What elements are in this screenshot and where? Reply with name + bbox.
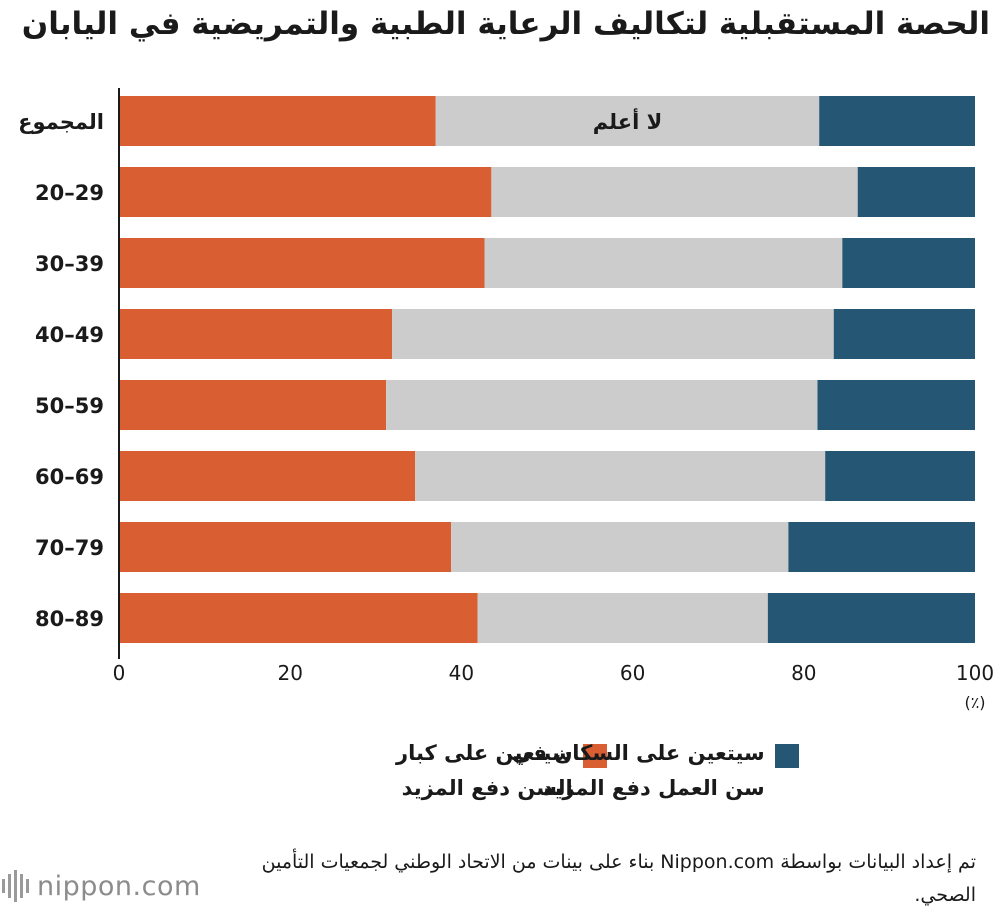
stacked-bar-chart: لا أعلم 0 20 40 60 80 100 (٪) المجموع 20–29 30–3… — [18, 88, 994, 712]
x-tick-label: 20 — [277, 661, 302, 685]
nippon-logo[interactable]: nippon.com — [2, 870, 201, 902]
bar-segment-0-row-3 — [119, 309, 393, 359]
x-tick-label: 40 — [449, 661, 474, 685]
bar-segment-1-row-2 — [484, 238, 843, 288]
category-label: 30–39 — [35, 252, 104, 276]
bar-segment-2-row-4 — [817, 380, 975, 430]
bar-segment-0-row-2 — [119, 238, 485, 288]
chart-title: الحصة المستقبلية لتكاليف الرعاية الطبية … — [21, 6, 990, 42]
bar-segment-1-row-7 — [477, 593, 768, 643]
x-tick-label: 80 — [791, 661, 816, 685]
x-tick-label: 60 — [620, 661, 645, 685]
bar-segment-1-row-4 — [386, 380, 818, 430]
legend-swatch-working-age — [774, 744, 799, 768]
inline-series-label: لا أعلم — [593, 107, 663, 134]
bar-segment-2-row-7 — [767, 593, 975, 643]
bar-segment-0-row-6 — [119, 522, 452, 572]
legend-item-working-age: سيتعين على السكان في سن العمل دفع المزيد — [512, 736, 799, 806]
bar-segment-2-row-3 — [833, 309, 975, 359]
category-label: 70–79 — [35, 536, 104, 560]
logo-bars-icon — [2, 870, 29, 902]
x-tick-label: 100 — [956, 661, 994, 685]
legend-label-working-age: سيتعين على السكان في سن العمل دفع المزيد — [512, 741, 765, 800]
category-label: 40–49 — [35, 323, 104, 347]
bar-segment-0-row-7 — [119, 593, 478, 643]
bar-segment-2-row-0 — [819, 96, 975, 146]
category-labels: المجموع 20–29 30–39 40–49 50–59 60–69 70–79 80–… — [18, 110, 104, 631]
logo-text: nippon.com — [37, 870, 201, 902]
bar-segment-1-row-5 — [415, 451, 826, 501]
category-label: المجموع — [18, 110, 104, 134]
category-label: 50–59 — [35, 394, 104, 418]
legend-label-elderly: سيتعين على كبار السن دفع المزيد — [396, 741, 573, 800]
source-note: تم إعداد البيانات بواسطة Nippon.com بناء… — [261, 851, 976, 906]
bar-segment-1-row-0 — [435, 96, 820, 146]
bar-segment-1-row-3 — [392, 309, 834, 359]
legend-swatch-elderly — [582, 744, 607, 768]
category-label: 80–89 — [35, 607, 104, 631]
bar-segment-1-row-6 — [451, 522, 789, 572]
bar-segment-0-row-0 — [119, 96, 436, 146]
x-axis: 0 20 40 60 80 100 (٪) — [113, 88, 994, 712]
category-label: 60–69 — [35, 465, 104, 489]
bar-segment-2-row-1 — [857, 167, 975, 217]
bar-segment-2-row-2 — [842, 238, 975, 288]
bars-layer: لا أعلم — [119, 96, 975, 643]
bar-segment-1-row-1 — [491, 167, 858, 217]
category-label: 20–29 — [35, 181, 104, 205]
x-tick-label: 0 — [113, 661, 126, 685]
unit-label: (٪) — [964, 693, 985, 712]
legend-item-elderly: سيتعين على كبار السن دفع المزيد — [396, 736, 607, 806]
bar-segment-0-row-5 — [119, 451, 416, 501]
bar-segment-0-row-4 — [119, 380, 387, 430]
bar-segment-0-row-1 — [119, 167, 492, 217]
bar-segment-2-row-5 — [825, 451, 975, 501]
bar-segment-2-row-6 — [788, 522, 975, 572]
